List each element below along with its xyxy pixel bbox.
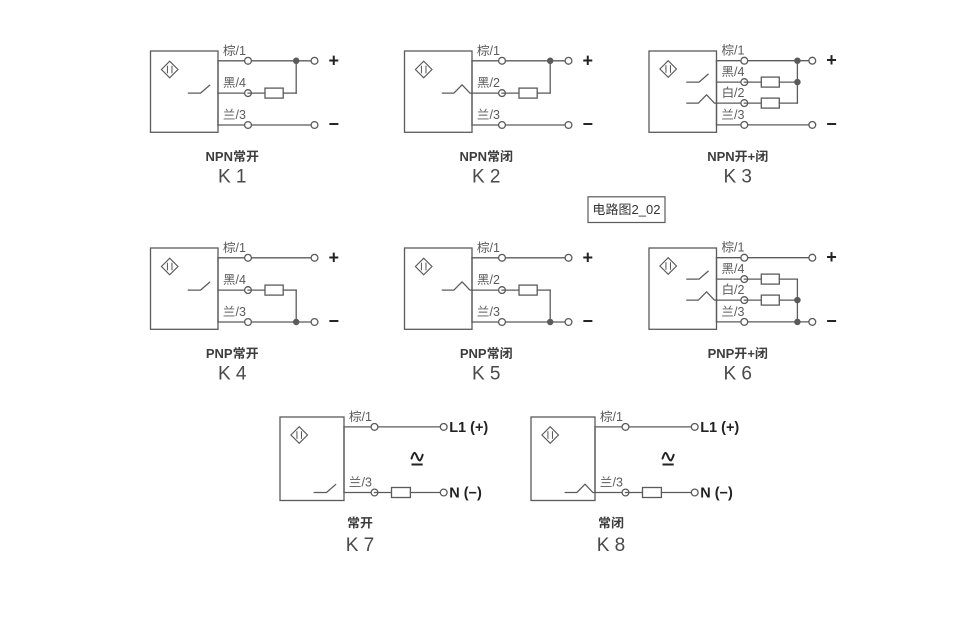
svg-text:常开: 常开 <box>347 516 373 531</box>
svg-text:K 4: K 4 <box>218 364 247 385</box>
svg-text:PNP常闭: PNP常闭 <box>460 343 513 362</box>
svg-text:K 7: K 7 <box>346 535 375 556</box>
svg-text:NPN常开: NPN常开 <box>206 146 259 165</box>
svg-text:K 5: K 5 <box>472 364 501 385</box>
svg-text:−: − <box>826 311 837 331</box>
svg-text:K 8: K 8 <box>597 535 626 556</box>
svg-text:N (−): N (−) <box>700 486 733 502</box>
svg-text:K 3: K 3 <box>723 167 752 188</box>
svg-text:N (−): N (−) <box>449 486 482 502</box>
svg-text:+: + <box>583 247 594 267</box>
svg-text:K 2: K 2 <box>472 167 501 188</box>
svg-text:L1 (+): L1 (+) <box>700 420 739 436</box>
svg-text:K 6: K 6 <box>723 364 752 385</box>
svg-text:PNP开+闭: PNP开+闭 <box>708 343 768 362</box>
svg-text:L1 (+): L1 (+) <box>449 420 488 436</box>
svg-text:电路图2_02: 电路图2_02 <box>593 199 661 218</box>
svg-text:−: − <box>329 114 340 134</box>
svg-text:+: + <box>329 247 340 267</box>
svg-text:K 1: K 1 <box>218 167 247 188</box>
svg-text:+: + <box>329 50 340 70</box>
svg-text:常闭: 常闭 <box>598 516 624 531</box>
svg-text:+: + <box>583 50 594 70</box>
svg-text:+: + <box>826 50 837 70</box>
svg-text:NPN开+闭: NPN开+闭 <box>707 146 768 165</box>
svg-text:−: − <box>329 311 340 331</box>
svg-text:−: − <box>583 114 594 134</box>
svg-text:NPN常闭: NPN常闭 <box>460 146 513 165</box>
svg-text:−: − <box>826 114 837 134</box>
svg-text:PNP常开: PNP常开 <box>206 343 259 362</box>
svg-text:−: − <box>583 311 594 331</box>
svg-text:+: + <box>826 247 837 267</box>
